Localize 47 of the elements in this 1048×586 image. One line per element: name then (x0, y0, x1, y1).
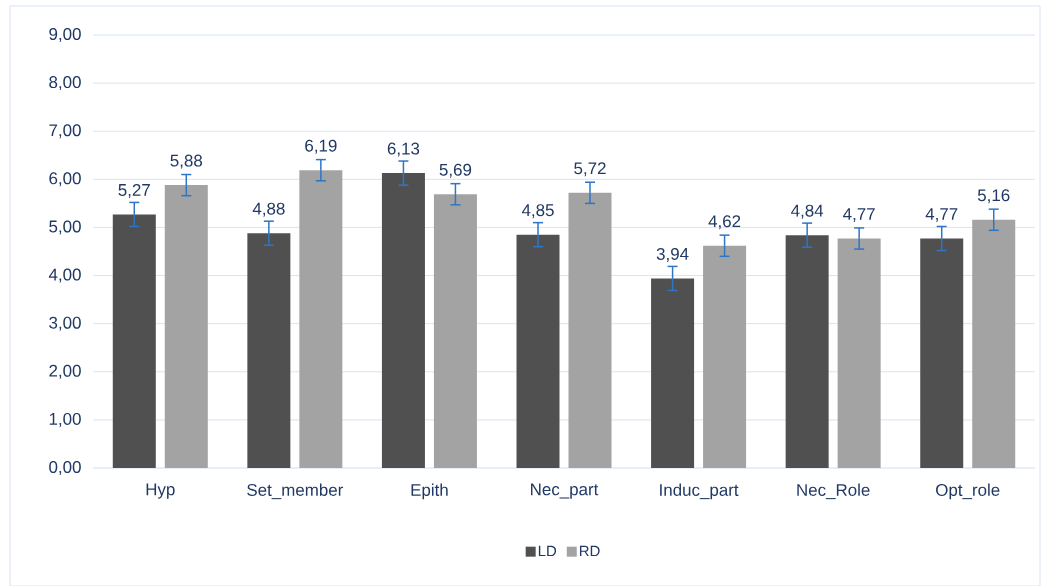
data-label: 5,88 (170, 154, 203, 169)
y-tick-label: 2,00 (49, 364, 81, 379)
data-label: 4,77 (843, 207, 875, 222)
bar (568, 192, 612, 468)
x-tick-label: Set_member (247, 483, 344, 499)
bar (247, 232, 291, 468)
y-tick-label: 1,00 (49, 412, 81, 427)
data-label: 3,94 (656, 247, 689, 262)
y-tick-label: 7,00 (49, 123, 81, 138)
bar (112, 214, 156, 468)
data-label: 4,62 (708, 214, 741, 229)
x-tick-label: Epith (411, 483, 448, 500)
y-tick-label: 8,00 (49, 75, 81, 90)
y-tick-label: 4,00 (48, 268, 81, 283)
data-label: 5,27 (118, 183, 150, 198)
bar (972, 219, 1016, 468)
data-label: 5,16 (977, 188, 1010, 203)
y-tick-label: 9,00 (49, 27, 81, 42)
x-tick-label: Opt_role (936, 483, 1000, 500)
data-label: 5,69 (439, 163, 472, 178)
y-tick-label: 5,00 (49, 220, 81, 235)
x-tick-label: Hyp (146, 483, 175, 499)
bar (516, 234, 560, 468)
bar (651, 278, 695, 468)
legend-label: LD (538, 545, 557, 556)
bar (299, 169, 343, 468)
y-tick-label: 6,00 (49, 172, 81, 187)
data-label: 4,85 (521, 203, 554, 218)
y-tick-label: 0,00 (49, 460, 81, 475)
y-tick-label: 3,00 (49, 316, 81, 331)
legend-label: RD (579, 545, 600, 556)
data-label: 4,88 (252, 202, 285, 217)
data-label: 4,77 (925, 207, 958, 222)
x-tick-label: Nec_Role (797, 483, 870, 499)
data-label: 6,13 (387, 142, 420, 157)
data-label: 5,72 (574, 162, 606, 177)
bar (920, 238, 964, 468)
bar (164, 184, 208, 468)
bar (381, 172, 425, 468)
data-label: 6,19 (305, 139, 337, 154)
x-tick-label: Nec_part (531, 483, 599, 499)
data-label: 4,84 (791, 204, 824, 219)
x-tick-label: Induc_part (660, 483, 739, 500)
bar (703, 245, 747, 468)
bar (785, 234, 829, 468)
bar (433, 194, 477, 468)
bar (837, 238, 881, 468)
